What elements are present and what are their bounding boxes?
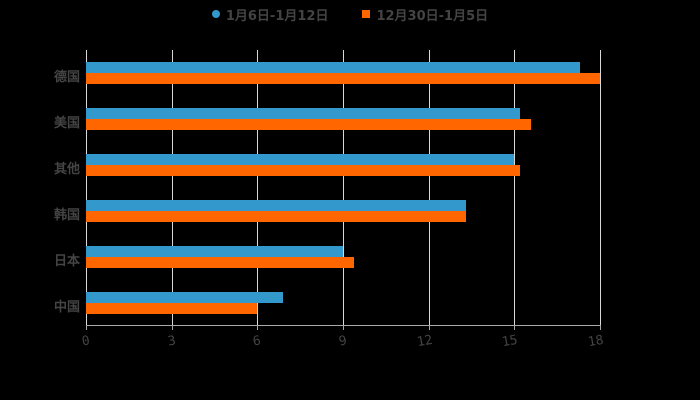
bar-series-2[interactable] — [86, 119, 532, 130]
bar-series-2[interactable] — [86, 73, 600, 84]
plot-area — [86, 50, 601, 325]
legend-item-series-2[interactable]: 12月30日-1月5日 — [362, 5, 488, 24]
bar-series-2[interactable] — [86, 303, 258, 314]
x-tick-label: 0 — [80, 333, 92, 350]
gridline — [86, 50, 87, 325]
x-tick-label: 3 — [166, 333, 178, 350]
legend-label: 12月30日-1月5日 — [376, 8, 489, 24]
x-tick — [86, 325, 87, 330]
x-tick — [172, 325, 173, 330]
legend-label: 1月6日-1月12日 — [225, 8, 329, 24]
bar-series-2[interactable] — [86, 165, 521, 176]
y-category-label: 日本 — [53, 254, 80, 269]
y-category-label: 德国 — [53, 70, 80, 85]
x-tick-label: 6 — [251, 333, 263, 350]
gridline — [172, 50, 173, 325]
bar-series-1[interactable] — [86, 108, 521, 119]
x-tick — [514, 325, 515, 330]
y-category-label: 韩国 — [53, 208, 80, 223]
y-category-label: 其他 — [53, 162, 80, 177]
bar-series-2[interactable] — [86, 257, 355, 268]
circle-marker-icon — [211, 10, 220, 18]
chart-legend: 1月6日-1月12日 12月30日-1月5日 — [0, 4, 700, 24]
x-tick-label: 15 — [500, 332, 519, 351]
gridline — [343, 50, 344, 325]
x-tick — [343, 325, 344, 330]
gridline — [514, 50, 515, 325]
x-tick-label: 12 — [415, 332, 434, 351]
bar-series-2[interactable] — [86, 211, 466, 222]
x-tick-label: 18 — [586, 332, 605, 351]
legend-item-series-1[interactable]: 1月6日-1月12日 — [211, 5, 329, 24]
y-category-label: 中国 — [53, 300, 80, 315]
bar-series-1[interactable] — [86, 292, 284, 303]
bar-series-1[interactable] — [86, 154, 515, 165]
bar-series-1[interactable] — [86, 62, 580, 73]
gridline — [600, 50, 601, 325]
square-marker-icon — [362, 10, 371, 18]
x-tick — [257, 325, 258, 330]
bar-series-1[interactable] — [86, 200, 466, 211]
gridline — [429, 50, 430, 325]
x-tick-label: 9 — [337, 333, 349, 350]
x-tick — [600, 325, 601, 330]
bar-series-1[interactable] — [86, 246, 343, 257]
y-category-label: 美国 — [53, 116, 80, 131]
x-tick — [429, 325, 430, 330]
gridline — [257, 50, 258, 325]
